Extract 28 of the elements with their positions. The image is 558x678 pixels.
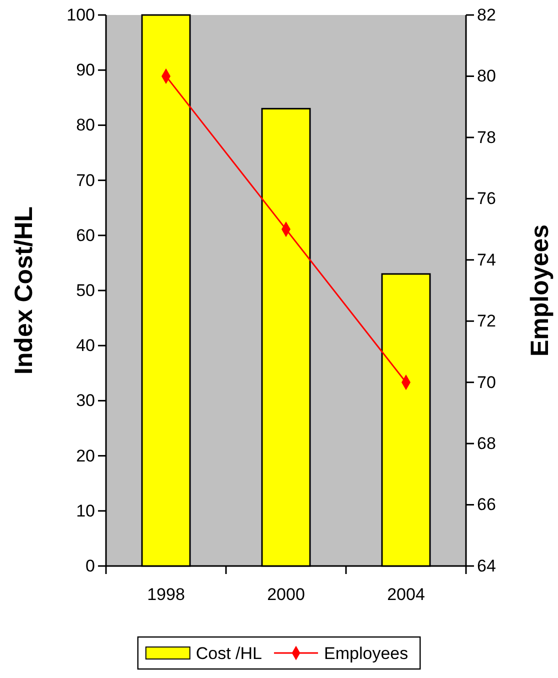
x-tick-label: 2004: [387, 585, 425, 604]
y2-tick-label: 72: [477, 312, 496, 331]
y2-tick-label: 64: [477, 556, 496, 576]
y-tick-label: 40: [76, 336, 95, 356]
y-tick-label: 90: [76, 60, 95, 80]
y-tick-label: 100: [66, 5, 95, 24]
y2-tick-label: 76: [477, 189, 496, 208]
y-tick-label: 0: [86, 556, 95, 576]
x-tick-label: 1998: [147, 585, 185, 604]
y-tick-label: 70: [76, 170, 95, 190]
y-tick-label: 30: [76, 391, 95, 410]
y2-tick-label: 66: [477, 495, 496, 514]
y2-axis-title: Employees: [526, 224, 554, 357]
x-tick-label: 2000: [267, 585, 305, 604]
y-tick-label: 20: [76, 446, 95, 466]
y-tick-label: 10: [76, 501, 95, 520]
y2-tick-label: 74: [477, 250, 496, 270]
y-tick-label: 60: [76, 226, 95, 245]
legend-label: Cost /HL: [196, 644, 262, 663]
y2-tick-label: 78: [477, 128, 496, 147]
y2-tick-label: 80: [477, 66, 496, 86]
y2-tick-label: 68: [477, 434, 496, 453]
y2-tick-label: 82: [477, 5, 496, 24]
y2-tick-label: 70: [477, 372, 496, 392]
y-tick-label: 50: [76, 280, 95, 300]
y-tick-label: 80: [76, 116, 95, 135]
legend-label: Employees: [324, 644, 408, 663]
y-axis-title: Index Cost/HL: [10, 206, 38, 375]
